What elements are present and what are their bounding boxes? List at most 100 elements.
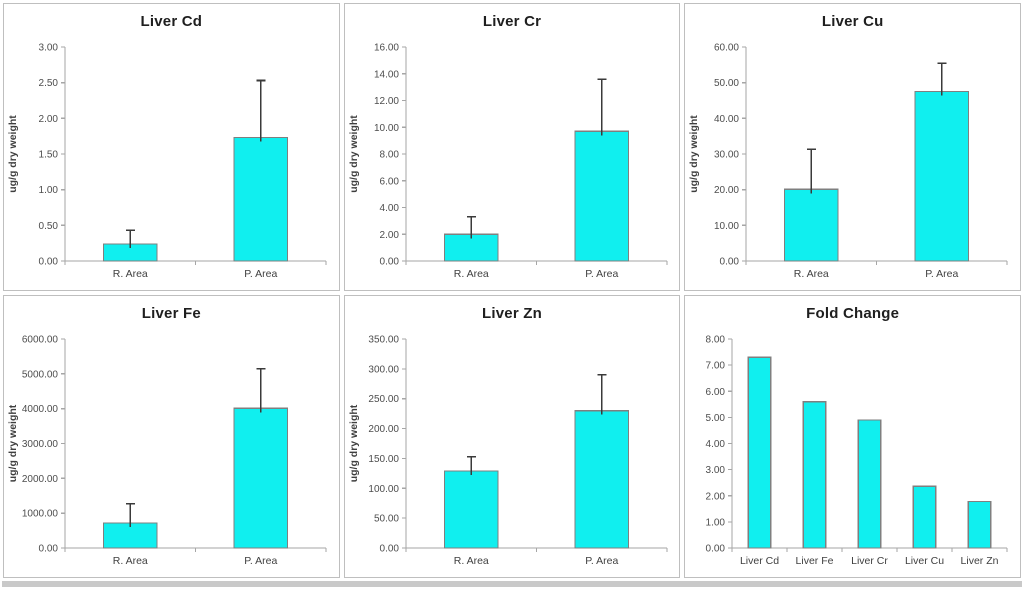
bar (857, 419, 882, 549)
category-label: P. Area (926, 268, 959, 280)
chart-svg: 0.00 1000.00 2000.00 3000.00 4000.00 5000.00 6… (7, 335, 327, 567)
y-tick-label: 1.50 (39, 150, 59, 161)
y-tick-label: 300.00 (368, 364, 399, 375)
y-tick-label: 0.00 (706, 544, 726, 555)
y-tick-label: 4.00 (379, 203, 399, 214)
chart-plot-liver-cd: 0.00 0.50 1.00 1.50 2.00 2.50 3.00 R. Area P. Ar… (4, 38, 339, 290)
y-tick-label: 2.50 (39, 78, 59, 89)
category-label: R. Area (113, 268, 148, 280)
bar (912, 485, 937, 549)
chart-plot-fold-change: 0.00 1.00 2.00 3.00 4.00 5.00 6.00 7.00 8.00 Live… (685, 330, 1020, 577)
y-axis-title: ug/g dry weight (348, 115, 360, 193)
bar (102, 522, 158, 549)
y-tick-label: 2000.00 (22, 474, 59, 485)
y-tick-label: 14.00 (374, 69, 399, 80)
y-tick-label: 60.00 (714, 43, 739, 54)
y-tick-label: 3.00 (39, 43, 59, 54)
y-tick-label: 3000.00 (22, 439, 59, 450)
chart-panel-liver-cr: Liver Cr 0.00 2.00 4.00 6.00 8.00 10.00 12.00 1… (343, 3, 681, 291)
y-tick-label: 8.00 (706, 335, 726, 346)
y-tick-label: 1000.00 (22, 509, 59, 520)
bar (967, 500, 992, 549)
chart-svg: 0.00 50.00 100.00 150.00 200.00 250.00 300.00 3… (348, 335, 668, 567)
y-tick-label: 200.00 (368, 424, 399, 435)
y-tick-label: 1.00 (706, 517, 726, 528)
y-tick-label: 0.50 (39, 221, 59, 232)
bar (443, 470, 499, 549)
category-label: Liver Cu (905, 555, 944, 567)
y-tick-label: 10.00 (714, 221, 739, 232)
y-axis-title: ug/g dry weight (7, 404, 19, 482)
chart-title-liver-cu: Liver Cu (821, 13, 884, 30)
y-tick-label: 6.00 (706, 387, 726, 398)
y-tick-label: 4000.00 (22, 404, 59, 415)
y-tick-label: 0.00 (39, 544, 59, 555)
y-tick-label: 5000.00 (22, 369, 59, 380)
bottom-shadow-band (2, 581, 1022, 587)
chart-panel-liver-fe: Liver Fe 0.00 1000.00 2000.00 3000.00 4000.0… (3, 295, 340, 578)
chart-panel-liver-cd: Liver Cd 0.00 0.50 1.00 1.50 2.00 2.50 3.00 R. … (3, 3, 340, 291)
y-tick-label: 50.00 (374, 514, 399, 525)
y-tick-label: 1.00 (39, 185, 59, 196)
y-tick-label: 100.00 (368, 484, 399, 495)
category-label: P. Area (585, 555, 618, 567)
chart-svg: 0.00 1.00 2.00 3.00 4.00 5.00 6.00 7.00 8.00 Live… (706, 335, 1008, 567)
y-tick-label: 250.00 (368, 394, 399, 405)
bar (784, 188, 839, 262)
chart-title-liver-zn: Liver Zn (482, 305, 542, 322)
chart-title-liver-cd: Liver Cd (140, 13, 203, 30)
chart-plot-liver-zn: 0.00 50.00 100.00 150.00 200.00 250.00 300.00 3… (345, 330, 680, 577)
y-tick-label: 50.00 (714, 78, 739, 89)
y-tick-label: 30.00 (714, 150, 739, 161)
chart-title-fold-change: Fold Change (806, 305, 900, 322)
y-tick-label: 5.00 (706, 413, 726, 424)
y-tick-label: 0.00 (379, 257, 399, 268)
chart-panel-fold-change: Fold Change 0.00 1.00 2.00 3.00 4.00 5.00 6.00… (684, 295, 1021, 578)
y-tick-label: 2.00 (379, 230, 399, 241)
y-tick-label: 2.00 (39, 114, 59, 125)
category-label: R. Area (453, 555, 488, 567)
chart-plot-liver-fe: 0.00 1000.00 2000.00 3000.00 4000.00 5000.00 6… (4, 330, 339, 577)
y-tick-label: 10.00 (374, 123, 399, 134)
chart-title-liver-fe: Liver Fe (141, 305, 201, 322)
y-tick-label: 0.00 (720, 257, 740, 268)
category-label: Liver Cr (851, 555, 888, 567)
y-tick-label: 6.00 (379, 176, 399, 187)
bar (747, 356, 772, 549)
category-label: R. Area (453, 268, 488, 280)
bar (574, 410, 629, 549)
category-label: Liver Zn (961, 555, 999, 567)
y-axis-title: ug/g dry weight (348, 404, 360, 482)
bar (802, 401, 827, 549)
category-label: P. Area (585, 268, 618, 280)
chart-plot-liver-cr: 0.00 2.00 4.00 6.00 8.00 10.00 12.00 14.00 16.00… (345, 38, 680, 290)
category-label: P. Area (244, 555, 277, 567)
bar (233, 136, 289, 262)
y-tick-label: 40.00 (714, 114, 739, 125)
y-tick-label: 8.00 (379, 150, 399, 161)
chart-panel-liver-zn: Liver Zn 0.00 50.00 100.00 150.00 200.00 250.… (343, 295, 681, 578)
y-axis-title: ug/g dry weight (7, 115, 19, 193)
y-tick-label: 350.00 (368, 335, 399, 346)
y-tick-label: 150.00 (368, 454, 399, 465)
chart-svg: 0.00 0.50 1.00 1.50 2.00 2.50 3.00 R. Area P. Ar… (7, 43, 327, 280)
category-label: Liver Cd (740, 555, 779, 567)
category-label: R. Area (794, 268, 829, 280)
y-tick-label: 7.00 (706, 361, 726, 372)
y-tick-label: 0.00 (39, 257, 59, 268)
bar (574, 130, 629, 262)
category-label: P. Area (244, 268, 277, 280)
bar (914, 90, 970, 262)
chart-title-liver-cr: Liver Cr (482, 13, 542, 30)
y-tick-label: 3.00 (706, 465, 726, 476)
bar (443, 233, 499, 262)
y-tick-label: 2.00 (706, 491, 726, 502)
y-axis-title: ug/g dry weight (688, 115, 700, 193)
chart-plot-liver-cu: 0.00 10.00 20.00 30.00 40.00 50.00 60.00 R. Are… (685, 38, 1020, 290)
y-tick-label: 6000.00 (22, 335, 59, 346)
y-tick-label: 4.00 (706, 439, 726, 450)
category-label: Liver Fe (796, 555, 834, 567)
y-tick-label: 20.00 (714, 185, 739, 196)
chart-svg: 0.00 10.00 20.00 30.00 40.00 50.00 60.00 R. Are… (688, 43, 1008, 280)
